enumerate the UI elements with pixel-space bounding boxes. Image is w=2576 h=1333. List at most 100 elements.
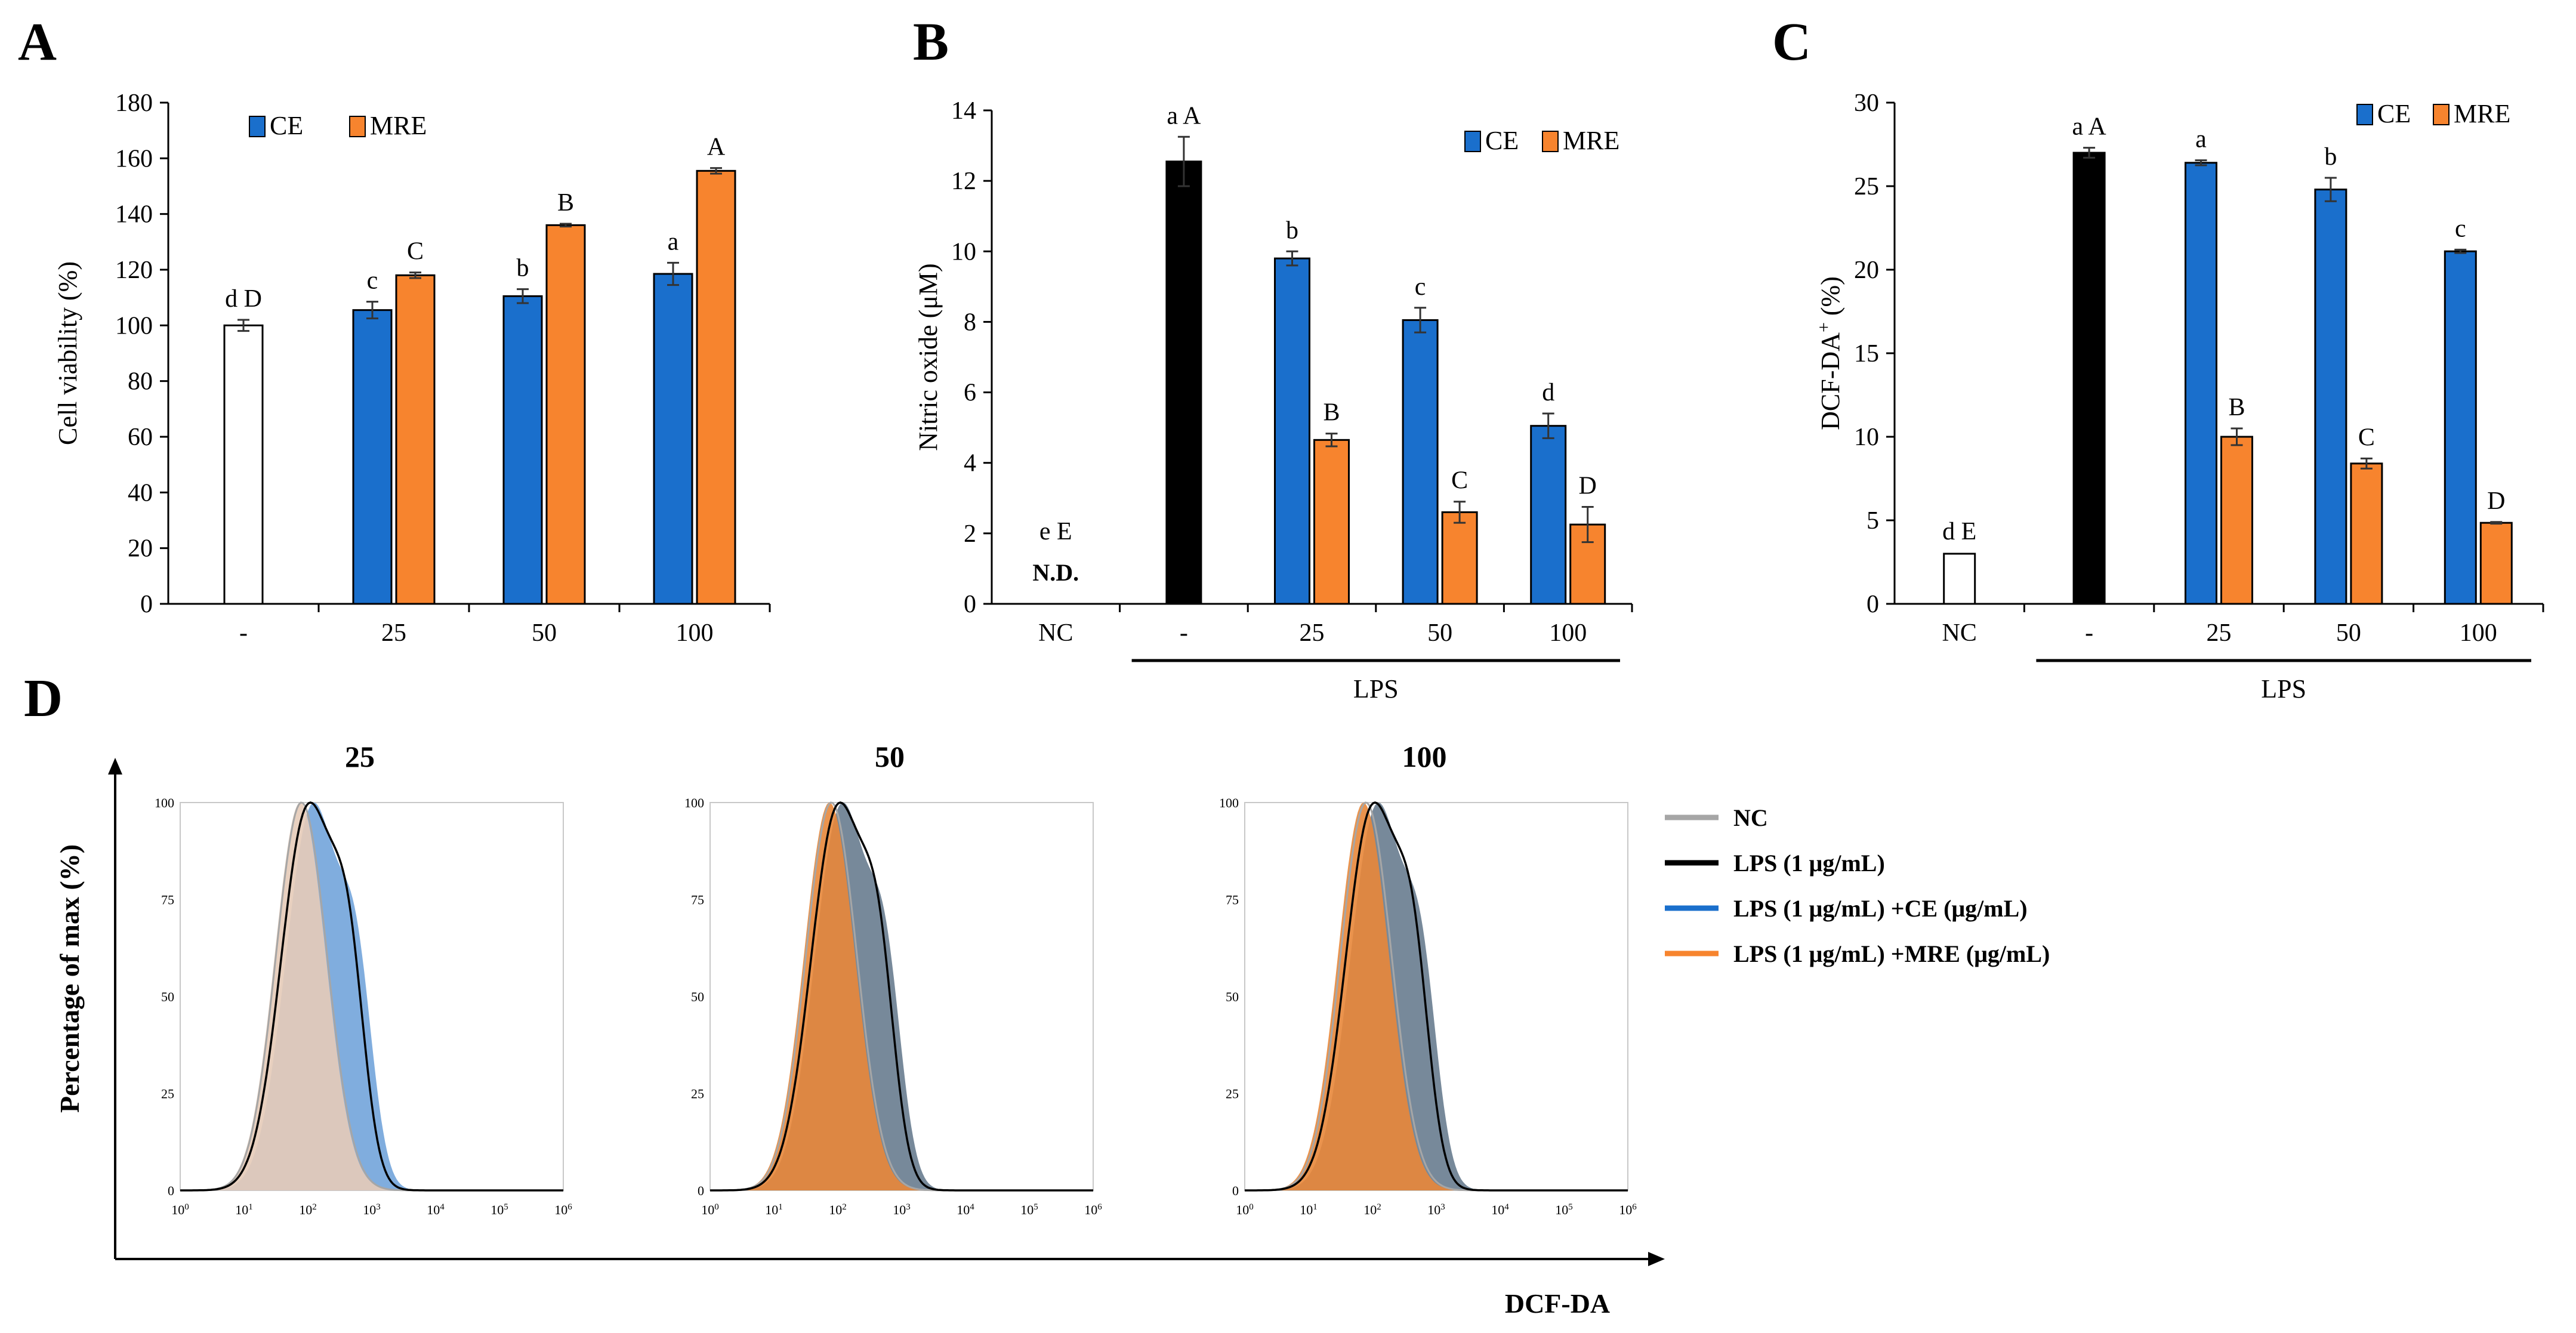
legend-swatch-ce bbox=[2356, 104, 2373, 125]
histogram-legend-label: LPS (1 μg/mL) +MRE (μg/mL) bbox=[1733, 940, 2050, 967]
histogram-y-tick: 75 bbox=[691, 893, 704, 908]
significance-label: b bbox=[2324, 143, 2337, 171]
histogram-x-tick: 105 bbox=[1020, 1202, 1038, 1217]
x-tick-label: NC bbox=[1038, 619, 1073, 647]
significance-label: B bbox=[557, 189, 574, 217]
x-tick-label: 50 bbox=[532, 619, 557, 647]
bar-mre bbox=[696, 169, 736, 605]
significance-label: D bbox=[2487, 487, 2505, 515]
bar-mre bbox=[2479, 522, 2513, 605]
significance-label: c bbox=[2455, 215, 2466, 242]
y-tick-label: 60 bbox=[128, 424, 153, 451]
significance-label: C bbox=[1451, 467, 1468, 495]
histogram-x-tick: 106 bbox=[554, 1202, 572, 1217]
histogram-legend-label: NC bbox=[1733, 804, 1768, 831]
histogram-y-tick: 25 bbox=[1226, 1087, 1239, 1101]
histogram-lps bbox=[710, 801, 1093, 1192]
y-tick-label: 5 bbox=[1867, 507, 1879, 535]
significance-label: d D bbox=[225, 285, 262, 313]
y-tick-label: 160 bbox=[115, 145, 153, 172]
chart-flow-histograms: Percentage of max (%)DCF-DA2502550751001… bbox=[54, 740, 2050, 1319]
bar-mre bbox=[2220, 436, 2253, 605]
y-tick-label: 14 bbox=[951, 97, 976, 125]
histogram-x-tick: 100 bbox=[1236, 1202, 1254, 1217]
histogram-panel: 25 0 25 50 75 100 100 101 102 103 104 105 106 bbox=[155, 740, 572, 1217]
bar-ce bbox=[1274, 257, 1310, 605]
y-tick-label: 120 bbox=[115, 257, 153, 284]
y-tick-label: 30 bbox=[1854, 90, 1879, 117]
legend-label-ce: CE bbox=[1485, 126, 1519, 155]
legend-swatch-ce bbox=[249, 116, 266, 137]
bar-ce bbox=[2185, 162, 2217, 605]
histogram-x-tick: 103 bbox=[363, 1202, 381, 1217]
histogram-x-tick: 103 bbox=[893, 1202, 911, 1217]
y-tick-label: 0 bbox=[1867, 591, 1879, 618]
histogram-y-tick: 25 bbox=[161, 1087, 174, 1101]
d-x-title: DCF-DA bbox=[1505, 1288, 1610, 1319]
bar-ce bbox=[653, 273, 693, 605]
bar-ce bbox=[1402, 319, 1439, 605]
histogram-x-tick: 104 bbox=[1491, 1202, 1509, 1217]
histogram-x-tick: 104 bbox=[957, 1202, 974, 1217]
histogram-y-tick: 0 bbox=[168, 1183, 174, 1198]
histogram-y-tick: 100 bbox=[684, 795, 704, 810]
legend-label-mre: MRE bbox=[1563, 126, 1619, 155]
d-y-arrow bbox=[108, 758, 122, 775]
significance-label: a bbox=[2195, 126, 2207, 153]
x-tick-label: 100 bbox=[2460, 619, 2497, 647]
significance-label: d E bbox=[1942, 518, 1976, 545]
chart-nitric-oxide: 0 2 4 6 8 10 12 14 Nitric oxide (μM) NC - 25 50 100 LP… bbox=[914, 97, 1633, 703]
histogram-x-tick: 101 bbox=[765, 1202, 783, 1217]
histogram-y-tick: 25 bbox=[691, 1087, 704, 1101]
histogram-x-tick: 105 bbox=[1555, 1202, 1573, 1217]
x-tick-label: - bbox=[1180, 619, 1188, 647]
histogram-x-tick: 104 bbox=[427, 1202, 445, 1217]
significance-label: c bbox=[367, 267, 378, 295]
x-tick-label: 25 bbox=[1300, 619, 1325, 647]
histogram-panel: 100 0 25 50 75 100 100 101 102 103 104 105 106 bbox=[1219, 740, 1637, 1217]
histogram-y-tick: 0 bbox=[698, 1183, 704, 1198]
legend-swatch-mre bbox=[1542, 131, 1559, 152]
bar-control bbox=[1943, 553, 1976, 605]
significance-label: e E bbox=[1039, 518, 1072, 545]
x-tick-label: 50 bbox=[1427, 619, 1452, 647]
histogram-y-tick: 0 bbox=[1232, 1183, 1239, 1198]
y-axis-title: Nitric oxide (μM) bbox=[914, 263, 943, 450]
histogram-y-tick: 50 bbox=[161, 989, 174, 1004]
chart-cell-viability: 0 20 40 60 80 100 120 140 160 180 Cell viability (… bbox=[53, 90, 771, 647]
histogram-title: 50 bbox=[875, 740, 905, 773]
histogram-legend-label: LPS (1 μg/mL) +CE (μg/mL) bbox=[1733, 895, 2028, 922]
histogram-y-tick: 100 bbox=[1219, 795, 1239, 810]
bar-ce bbox=[1530, 425, 1567, 605]
lps-group-label: LPS bbox=[2261, 674, 2306, 703]
y-tick-label: 0 bbox=[140, 591, 153, 618]
legend-label-mre: MRE bbox=[2454, 99, 2510, 128]
y-tick-label: 80 bbox=[128, 368, 153, 396]
significance-label: B bbox=[2228, 394, 2245, 421]
histogram-x-tick: 106 bbox=[1084, 1202, 1102, 1217]
histogram-panel: 50 0 25 50 75 100 100 101 102 103 104 105 106 bbox=[684, 740, 1102, 1217]
y-tick-label: 4 bbox=[964, 450, 976, 477]
bar-mre bbox=[2350, 462, 2383, 605]
significance-label: C bbox=[407, 238, 424, 266]
bar-ce bbox=[352, 309, 393, 605]
y-tick-label: 0 bbox=[964, 591, 976, 618]
bar-mre bbox=[1441, 511, 1478, 605]
bar-ce bbox=[2314, 189, 2347, 605]
histogram-mre bbox=[180, 803, 563, 1190]
histogram-x-tick: 101 bbox=[1300, 1202, 1318, 1217]
panel-letter-d: D bbox=[24, 669, 63, 728]
y-tick-label: 100 bbox=[115, 312, 153, 340]
significance-label: b bbox=[517, 255, 529, 282]
x-tick-label: 25 bbox=[2207, 619, 2232, 647]
y-tick-label: 8 bbox=[964, 308, 976, 336]
y-tick-label: 2 bbox=[964, 520, 976, 548]
x-tick-label: - bbox=[2085, 619, 2093, 647]
legend-label-mre: MRE bbox=[370, 111, 427, 140]
histogram-y-tick: 100 bbox=[155, 795, 174, 810]
histogram-lps bbox=[1245, 801, 1628, 1192]
y-tick-label: 25 bbox=[1854, 173, 1879, 200]
histogram-y-tick: 75 bbox=[161, 893, 174, 908]
bar-control bbox=[223, 324, 264, 605]
